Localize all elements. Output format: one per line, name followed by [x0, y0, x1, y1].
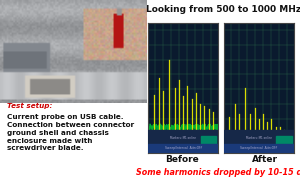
- Bar: [224, 144, 294, 153]
- Bar: [148, 144, 218, 153]
- Bar: [276, 136, 292, 152]
- Bar: [201, 136, 216, 152]
- Text: Markers: M1 online: Markers: M1 online: [170, 136, 196, 140]
- Text: Looking from 500 to 1000 MHz: Looking from 500 to 1000 MHz: [146, 5, 300, 14]
- Text: Sweep/Interval  Attn:OFF: Sweep/Interval Attn:OFF: [164, 147, 202, 150]
- Text: After: After: [252, 155, 278, 164]
- Text: Current probe on USB cable.
Connection between connector
ground shell and chassi: Current probe on USB cable. Connection b…: [7, 114, 134, 151]
- Text: Test setup:: Test setup:: [7, 103, 53, 109]
- Text: Sweep/Interval  Attn:OFF: Sweep/Interval Attn:OFF: [240, 147, 278, 150]
- Text: Some harmonics dropped by 10-15 dB!: Some harmonics dropped by 10-15 dB!: [136, 168, 300, 177]
- Text: Before: Before: [165, 155, 199, 164]
- Bar: [224, 130, 294, 153]
- Bar: [148, 130, 218, 153]
- Text: Markers: M1 online: Markers: M1 online: [246, 136, 272, 140]
